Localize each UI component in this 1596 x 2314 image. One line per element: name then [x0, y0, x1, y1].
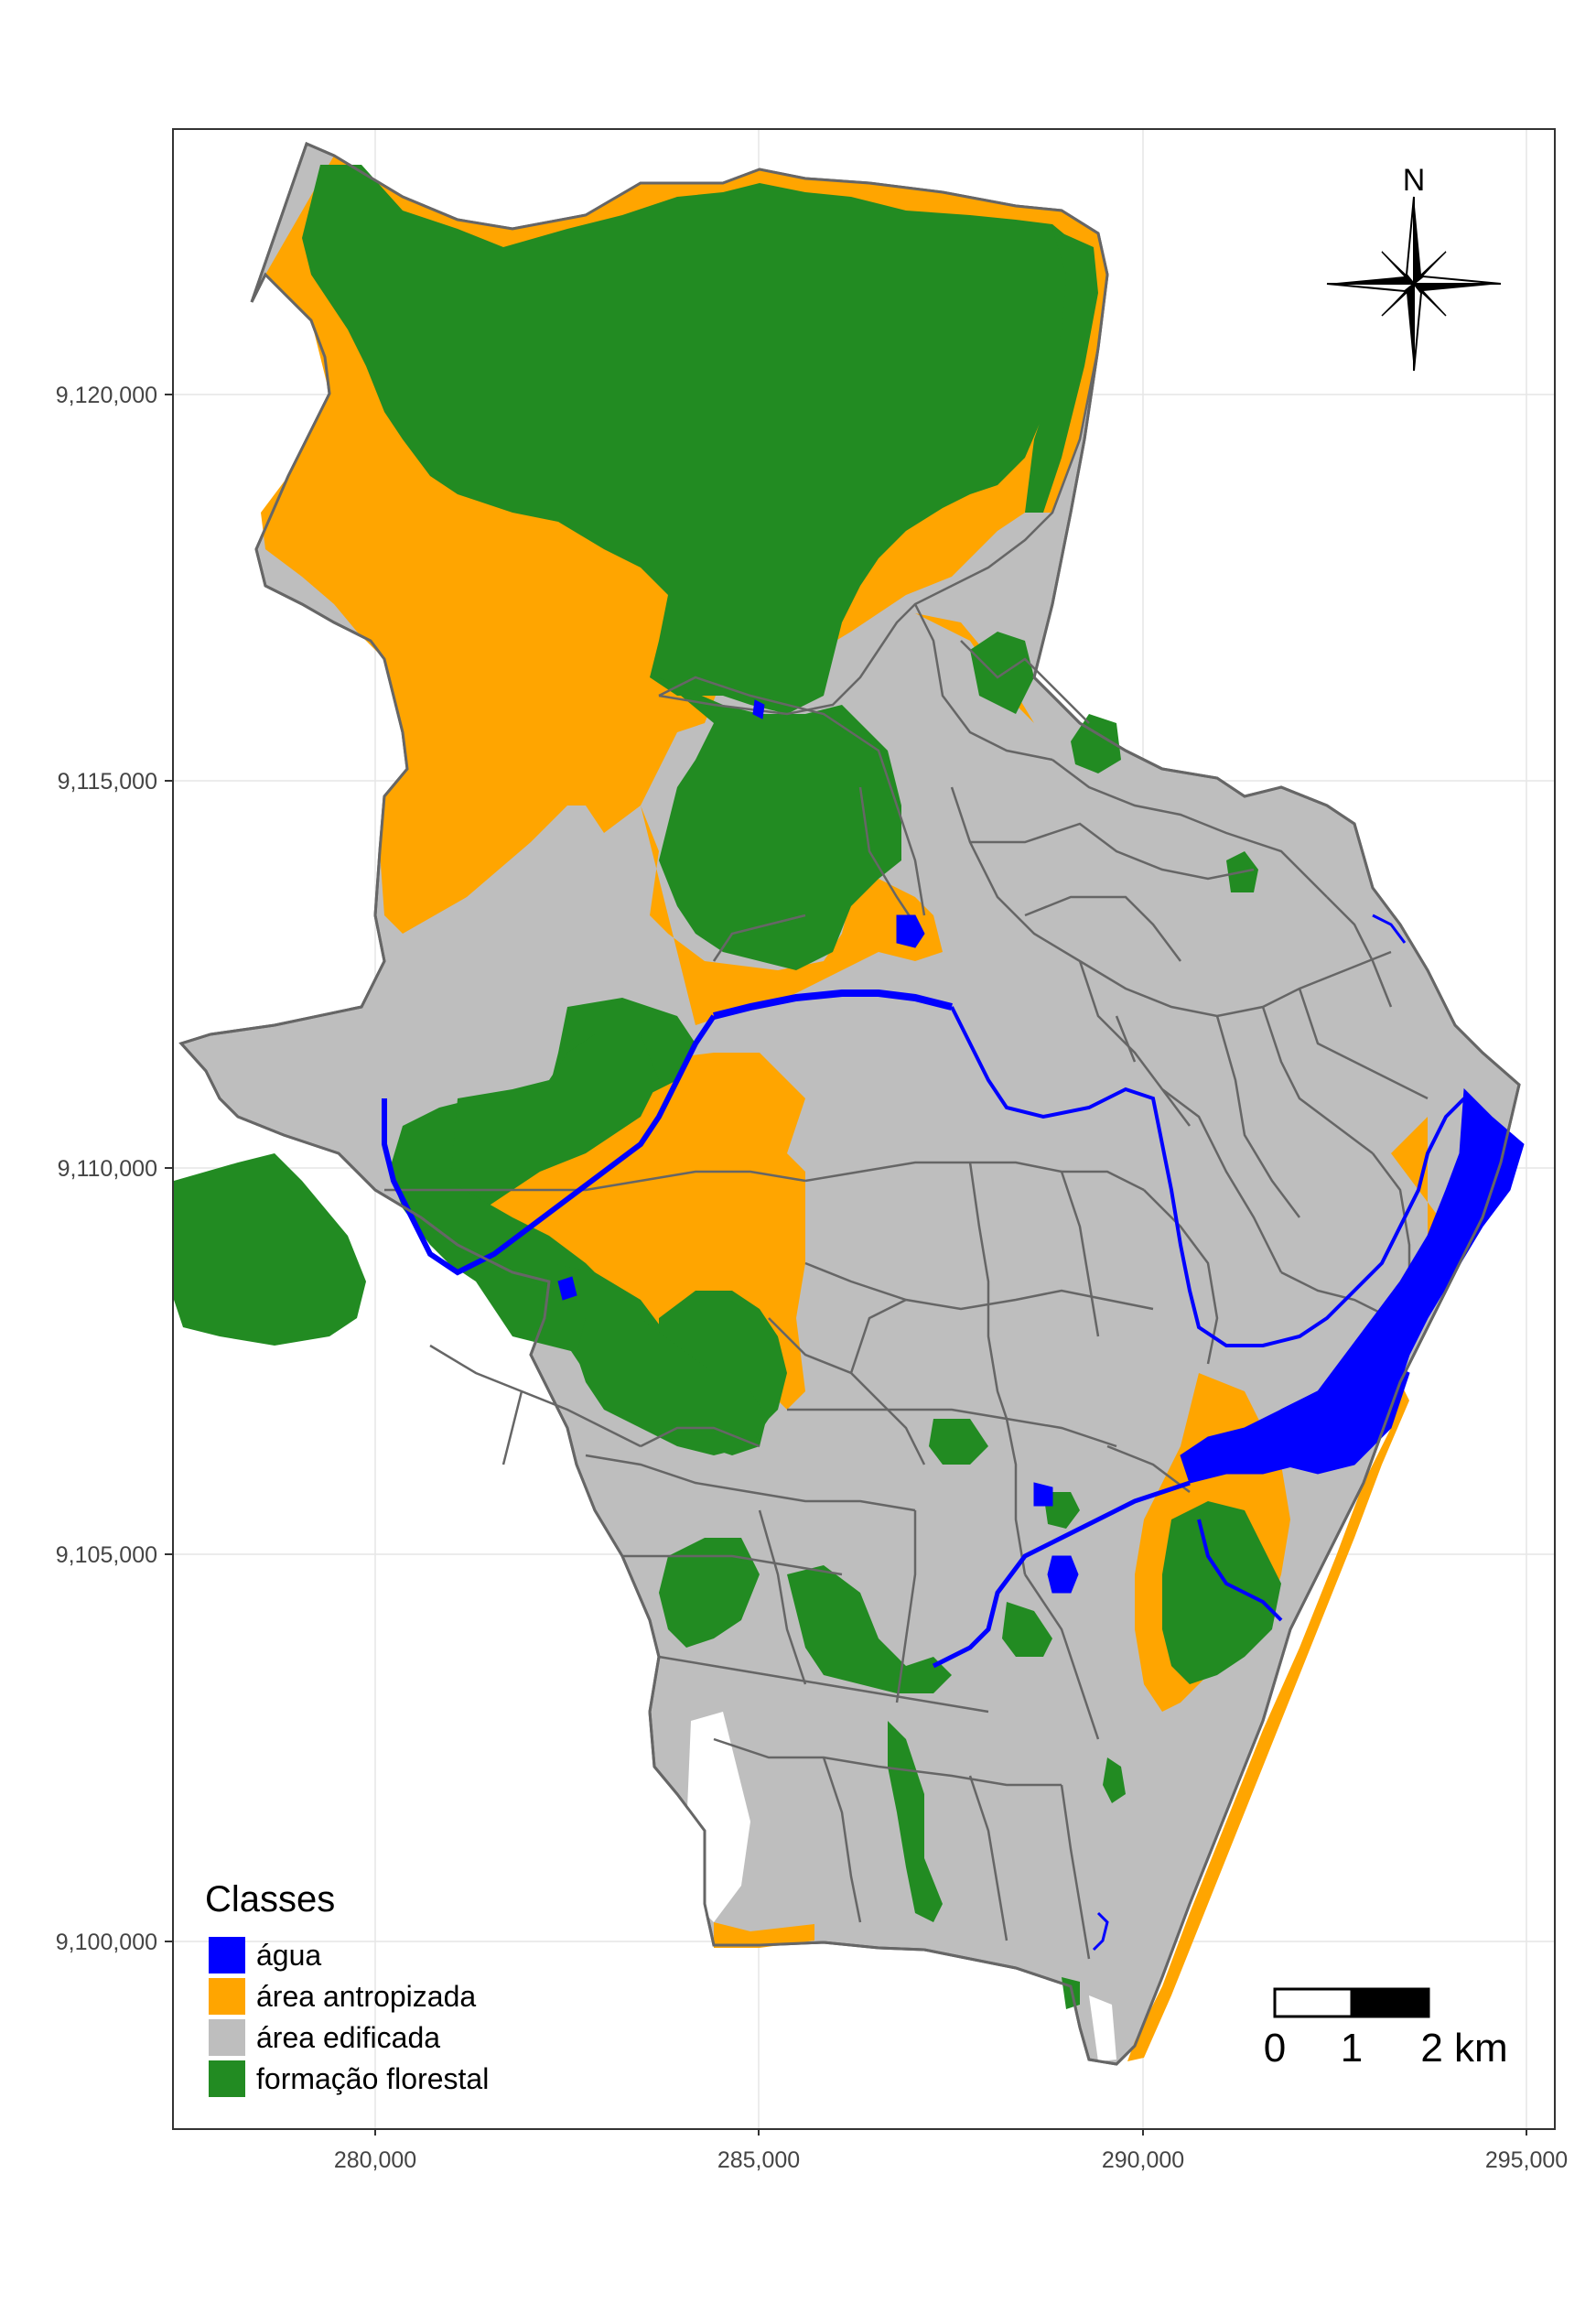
y-tick-label: 9,110,000 — [58, 1156, 157, 1182]
y-tick-label: 9,100,000 — [56, 1930, 157, 1955]
legend-label: água — [256, 1939, 321, 1972]
non-classified-area-south — [1089, 1995, 1116, 2061]
legend-label: área edificada — [256, 2021, 440, 2054]
legend-swatch-built — [209, 2019, 245, 2056]
north-arrow-icon: N — [1326, 163, 1502, 372]
north-label: N — [1403, 163, 1426, 198]
axis-ticks — [165, 394, 1527, 2136]
legend-swatch-water — [209, 1937, 245, 1973]
forest-areas — [174, 165, 1281, 2009]
legend-title: Classes — [205, 1879, 335, 1919]
non-classified-area — [686, 1712, 750, 1922]
legend: Classes água área antropizada área edifi… — [205, 1879, 489, 2097]
legend-swatch-forest — [209, 2060, 245, 2097]
scale-bar: 0 1 2 km — [1264, 1987, 1508, 2071]
legend-swatch-anthropized — [209, 1978, 245, 2015]
scale-label: 0 — [1264, 2026, 1286, 2071]
scale-label: 1 — [1341, 2026, 1363, 2071]
neighborhood-boundaries — [384, 274, 1429, 1960]
y-tick-label: 9,120,000 — [56, 383, 157, 408]
x-tick-label: 290,000 — [1102, 2147, 1184, 2173]
x-tick-label: 280,000 — [334, 2147, 416, 2173]
x-tick-label: 295,000 — [1485, 2147, 1568, 2173]
scale-label: 2 km — [1420, 2026, 1507, 2071]
legend-label: área antropizada — [256, 1980, 476, 2013]
y-tick-label: 9,115,000 — [58, 769, 157, 795]
municipal-boundary — [178, 141, 1521, 2066]
water-bodies — [382, 699, 1525, 1952]
x-tick-label: 285,000 — [717, 2147, 800, 2173]
legend-label: formação florestal — [256, 2062, 489, 2095]
y-tick-label: 9,105,000 — [56, 1542, 157, 1568]
